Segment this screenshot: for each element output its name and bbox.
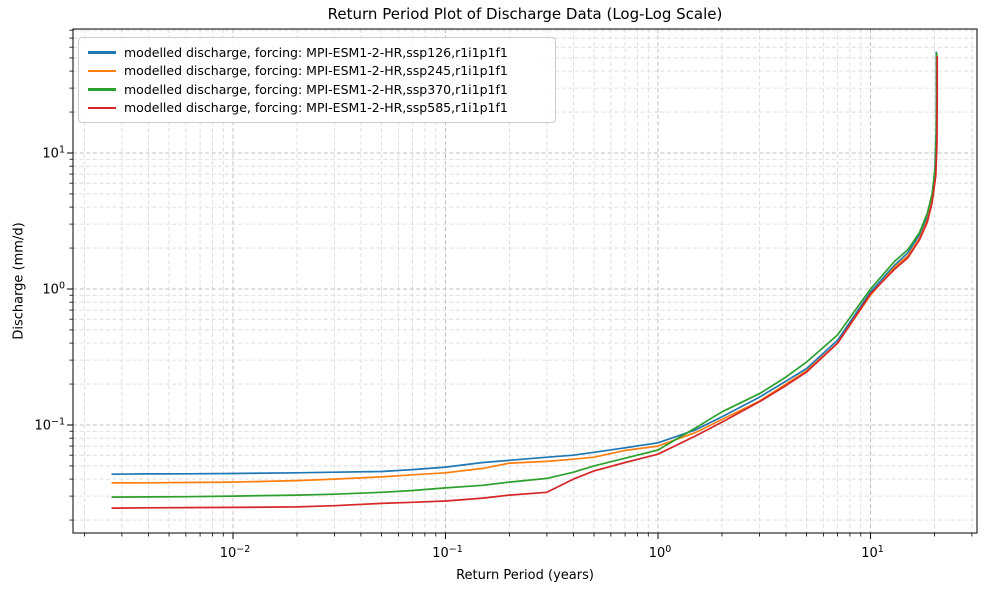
plot-border [72, 28, 978, 534]
legend-label: modelled discharge, forcing: MPI-ESM1-2-… [124, 81, 508, 97]
legend-entry: modelled discharge, forcing: MPI-ESM1-2-… [88, 80, 545, 99]
legend-line-swatch [88, 51, 116, 54]
legend-line-swatch [88, 88, 116, 91]
series-lines [111, 51, 939, 509]
series-line-ssp126 [111, 51, 938, 476]
tick-labels: 10−2 10−1 100 101 10−1 100 101 [34, 145, 883, 562]
tick-label: 10−2 [220, 544, 251, 561]
legend-entry: modelled discharge, forcing: MPI-ESM1-2-… [88, 43, 545, 62]
legend-label: modelled discharge, forcing: MPI-ESM1-2-… [124, 100, 508, 116]
x-axis-label: Return Period (years) [456, 568, 594, 583]
y-axis-label: Discharge (mm/d) [11, 222, 27, 340]
series-line-ssp585 [111, 55, 939, 509]
tick-label: 101 [42, 145, 65, 162]
tick-label: 100 [649, 544, 672, 561]
series-line-ssp370 [111, 52, 938, 498]
grid [73, 29, 977, 533]
tick-label: 10−1 [34, 417, 65, 434]
legend-label: modelled discharge, forcing: MPI-ESM1-2-… [124, 44, 508, 60]
legend-line-swatch [88, 106, 116, 109]
tick-label: 101 [861, 544, 884, 561]
tick-label: 100 [42, 281, 65, 298]
tick-label: 10−1 [432, 544, 463, 561]
legend-entry: modelled discharge, forcing: MPI-ESM1-2-… [88, 99, 545, 118]
legend-entry: modelled discharge, forcing: MPI-ESM1-2-… [88, 62, 545, 81]
legend-label: modelled discharge, forcing: MPI-ESM1-2-… [124, 63, 508, 79]
axis-ticks [67, 29, 973, 539]
chart-title: Return Period Plot of Discharge Data (Lo… [327, 5, 723, 23]
legend-line-swatch [88, 69, 116, 72]
legend: modelled discharge, forcing: MPI-ESM1-2-… [78, 37, 556, 123]
